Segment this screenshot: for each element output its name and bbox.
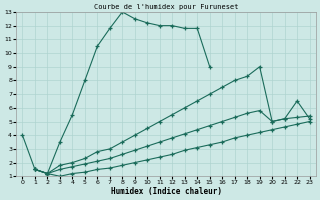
Title: Courbe de l'humidex pour Furuneset: Courbe de l'humidex pour Furuneset [94, 4, 238, 10]
X-axis label: Humidex (Indice chaleur): Humidex (Indice chaleur) [110, 187, 221, 196]
